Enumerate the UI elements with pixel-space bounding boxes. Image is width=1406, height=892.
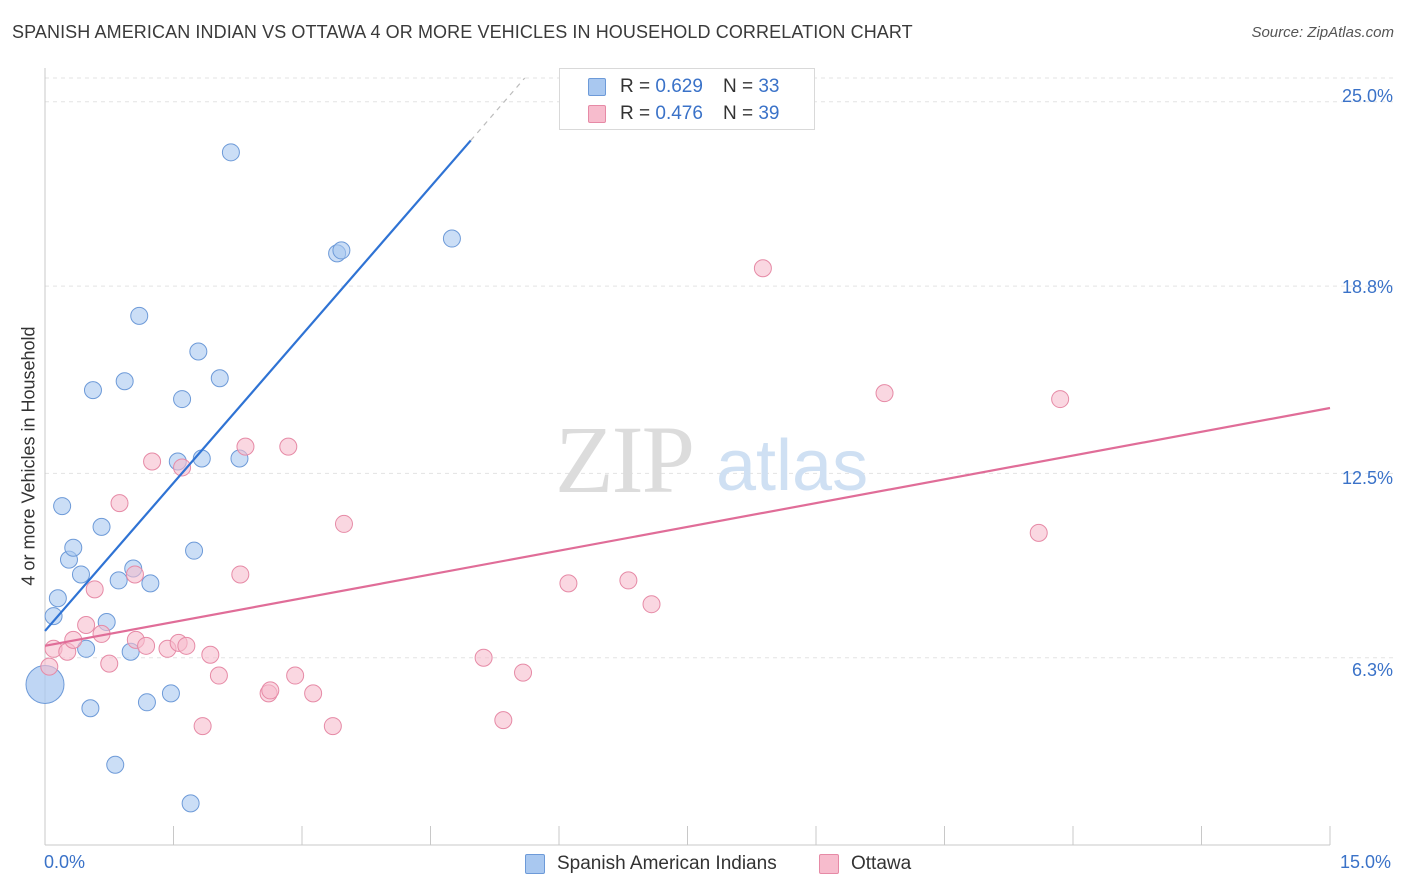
point-ottawa [77,616,96,635]
point-ottawa [193,717,212,736]
y-tick-label-12-5: 12.5% [1341,468,1393,488]
point-ottawa [110,494,129,513]
point-spanish-american-indians [71,565,90,584]
trend-line-ottawa [44,406,1331,647]
point-ottawa [875,384,894,403]
point-ottawa [231,565,250,584]
legend-r-label: R = [620,76,651,97]
point-spanish-american-indians [92,517,111,536]
point-spanish-american-indians [210,369,229,388]
point-ottawa [177,636,196,655]
data-points [25,143,1070,813]
point-ottawa [125,565,144,584]
legend-r-value: 0.476 [655,103,703,124]
x-tick-label-min: 0.0% [44,852,86,872]
point-ottawa [143,452,162,471]
point-ottawa [201,645,220,664]
chart-title: SPANISH AMERICAN INDIAN VS OTTAWA 4 OR M… [12,22,913,42]
point-ottawa [1029,523,1048,542]
bottom-legend-swatch-pink [819,854,839,874]
point-spanish-american-indians [81,699,100,718]
point-spanish-american-indians [44,607,63,626]
point-ottawa [334,514,353,533]
y-tick-label-25-0: 25.0% [1341,86,1393,106]
point-spanish-american-indians [115,372,134,391]
point-ottawa [85,580,104,599]
bottom-legend-label: Spanish American Indians [557,853,777,874]
point-ottawa [494,711,513,730]
x-tick-label-max: 15.0% [1340,852,1392,872]
point-ottawa [1051,390,1070,409]
point-spanish-american-indians [83,381,102,400]
point-ottawa [100,654,119,673]
watermark: ZIP atlas [555,406,868,513]
point-ottawa [261,681,280,700]
point-spanish-american-indians [77,639,96,658]
point-spanish-american-indians [109,571,128,590]
point-spanish-american-indians [106,755,125,774]
legend-n-value: 39 [758,103,780,124]
point-ottawa [474,648,493,667]
y-tick-label-18-8: 18.8% [1341,277,1393,297]
point-ottawa [514,663,533,682]
point-spanish-american-indians [221,143,240,162]
point-spanish-american-indians [130,306,149,325]
point-spanish-american-indians [64,538,83,557]
trend-line-extension [470,77,526,141]
legend-r-value: 0.629 [655,76,703,97]
bottom-legend-swatch-blue [525,854,545,874]
point-spanish-american-indians [141,574,160,593]
point-ottawa [323,717,342,736]
legend-swatch-pink [588,105,606,123]
point-ottawa [279,437,298,456]
point-spanish-american-indians [137,693,156,712]
bottom-legend-item-ottawa: Ottawa [819,852,911,876]
trend-lines [44,77,1331,647]
point-spanish-american-indians [161,684,180,703]
point-spanish-american-indians [185,541,204,560]
point-ottawa [304,684,323,703]
legend-n-label: N = [722,103,754,124]
point-ottawa [619,571,638,590]
point-spanish-american-indians [332,241,351,260]
legend-row-ottawa: R = 0.476 N = 39 [588,102,779,126]
legend-n-label: N = [722,76,754,97]
point-ottawa [137,636,156,655]
point-ottawa [173,458,192,477]
point-ottawa [40,657,59,676]
legend-r-label: R = [620,103,651,124]
point-spanish-american-indians [53,497,72,516]
point-ottawa [286,666,305,685]
bottom-legend-label: Ottawa [851,853,912,874]
point-spanish-american-indians [189,342,208,361]
legend-row-spanish-american-indians: R = 0.629 N = 33 [588,75,779,99]
trend-line-spanish-american-indians [44,139,472,632]
point-spanish-american-indians [181,794,200,813]
bottom-legend-item-spanish-american-indians: Spanish American Indians [525,852,777,876]
axes [44,68,1331,846]
point-spanish-american-indians [173,390,192,409]
point-spanish-american-indians [48,589,67,608]
correlation-legend: R = 0.629 N = 33 R = 0.476 N = 39 [559,68,815,130]
legend-swatch-blue [588,78,606,96]
y-axis-label: 4 or more Vehicles in Household [18,326,39,586]
watermark-atlas: atlas [716,426,868,506]
y-tick-label-6-3: 6.3% [1351,660,1393,680]
watermark-zip: ZIP [555,406,693,513]
point-ottawa [209,666,228,685]
legend-n-value: 33 [758,76,780,97]
point-spanish-american-indians [442,229,461,248]
point-ottawa [236,437,255,456]
point-ottawa [559,574,578,593]
source-label: Source: ZipAtlas.com [1251,24,1394,41]
point-ottawa [642,595,661,614]
point-ottawa [753,259,772,278]
